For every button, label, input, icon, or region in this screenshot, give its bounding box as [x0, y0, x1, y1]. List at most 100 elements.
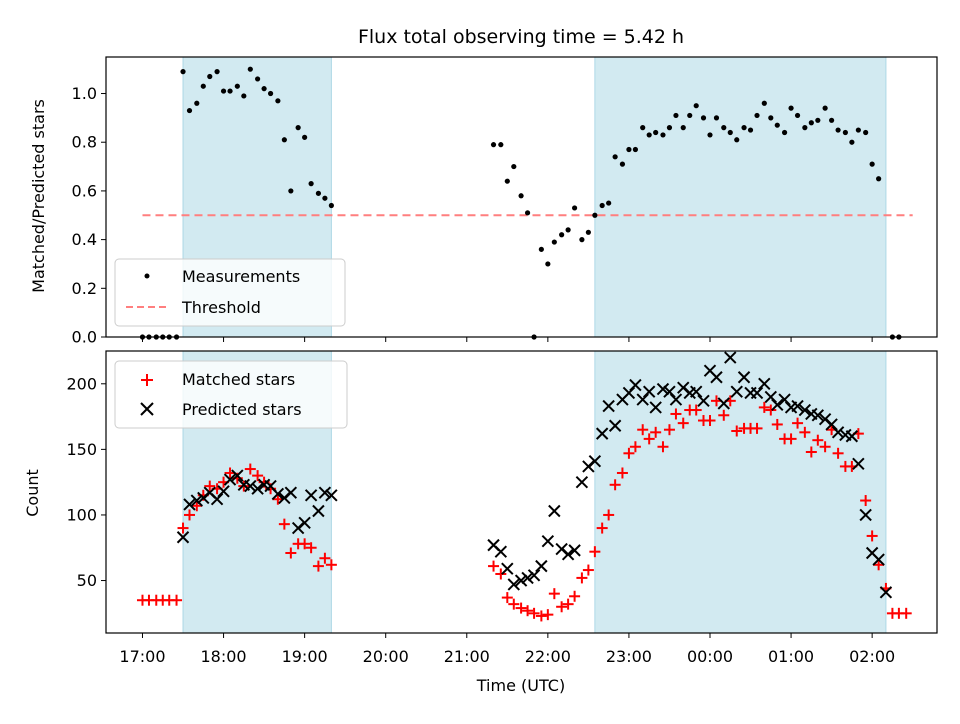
matched-star-point	[616, 467, 628, 479]
predicted-star-point	[879, 586, 893, 599]
predicted-star-point	[758, 377, 771, 390]
ratio-panel-y-ticks: 0.0 0.2 0.4 0.6 0.8 1.0	[72, 84, 106, 347]
predicted-star-point	[669, 393, 683, 406]
matched-star-point	[832, 447, 844, 459]
ratio-legend-box	[114, 258, 346, 327]
predicted-star-point	[811, 409, 825, 422]
count-y-tick-label: 100	[66, 505, 97, 524]
measurement-point	[328, 202, 334, 209]
matched-star-point	[663, 424, 675, 436]
matched-star-point	[528, 607, 540, 619]
predicted-star-point	[831, 426, 845, 439]
matched-star-point	[751, 422, 763, 434]
measurement-point	[247, 66, 253, 72]
predicted-star-point	[872, 553, 885, 566]
measurement-point	[612, 154, 618, 160]
predicted-star-point	[251, 482, 264, 495]
matched-star-point	[650, 426, 662, 438]
matched-star-point	[643, 433, 655, 445]
predicted-star-point	[183, 498, 196, 511]
matched-star-point	[866, 530, 878, 542]
measurement-point	[835, 127, 841, 133]
measurement-point	[572, 205, 578, 211]
predicted-star-point	[312, 504, 325, 518]
matched-star-point	[718, 409, 730, 421]
predicted-star-point	[494, 545, 508, 558]
predicted-star-point	[697, 394, 710, 408]
ratio-y-tick-label: 0.4	[72, 230, 97, 249]
measurement-point	[524, 210, 531, 216]
measurement-point	[267, 90, 274, 97]
measurement-point	[660, 132, 666, 138]
predicted-star-point	[176, 531, 190, 544]
predicted-star-point	[527, 569, 541, 582]
matched-star-point	[771, 418, 783, 430]
predicted-star-point	[514, 574, 528, 587]
measurement-point	[781, 129, 788, 136]
predicted-star-point	[737, 371, 751, 384]
predicted-star-point	[730, 385, 743, 398]
matched-star-point	[799, 426, 811, 438]
legend-measurements-marker	[144, 273, 150, 279]
predicted-star-point	[561, 548, 575, 561]
predicted-star-point	[298, 516, 311, 530]
predicted-star-point	[575, 475, 589, 489]
legend-threshold-label: Threshold	[181, 298, 261, 317]
predicted-star-point	[588, 454, 602, 468]
matched-star-point	[758, 401, 770, 413]
ratio-y-tick-label: 0.2	[72, 279, 97, 298]
measurement-point	[559, 232, 565, 238]
x-tick-label: 23:00	[606, 647, 652, 666]
matched-star-point	[819, 441, 831, 453]
predicted-star-point	[649, 401, 662, 414]
measurement-point	[687, 112, 693, 119]
predicted-star-point	[231, 469, 244, 482]
ratio-panel-shaded-intervals	[182, 56, 887, 338]
measurement-point	[214, 69, 220, 75]
ratio-panel-y-axis-label: Matched/Predicted stars	[29, 99, 48, 293]
matched-star-point	[637, 424, 649, 436]
matched-star-point	[785, 433, 797, 445]
measurement-point	[794, 112, 801, 119]
count-panel-frame	[105, 350, 938, 634]
ratio-y-tick-label: 1.0	[72, 84, 97, 103]
measurement-point	[741, 125, 747, 131]
measurement-point	[653, 129, 659, 136]
x-tick-label: 02:00	[849, 647, 895, 666]
measurement-point	[579, 237, 585, 243]
ratio-panel-legend: Measurements Threshold	[114, 258, 346, 327]
measurement-point	[241, 93, 247, 99]
measurement-point	[822, 105, 828, 111]
matched-star-point	[704, 415, 716, 427]
measurement-point	[606, 200, 612, 206]
matched-star-point	[765, 404, 777, 416]
predicted-star-point	[541, 534, 555, 548]
predicted-star-point	[642, 385, 656, 398]
matched-star-point	[576, 572, 588, 584]
predicted-star-point	[325, 489, 338, 502]
matched-star-point	[495, 568, 507, 580]
matched-star-point	[562, 598, 574, 610]
measurement-point	[863, 129, 869, 136]
legend-matched-marker	[141, 374, 153, 386]
measurement-point	[721, 125, 727, 131]
legend-measurements-label: Measurements	[182, 267, 300, 286]
measurement-point	[713, 115, 720, 121]
legend-predicted-marker	[140, 402, 154, 416]
predicted-star-point	[318, 486, 332, 499]
measurement-point	[207, 73, 213, 80]
matched-star-point	[501, 592, 513, 604]
measurement-point	[626, 146, 632, 153]
measurement-point	[511, 163, 517, 170]
matched-star-point	[596, 522, 608, 534]
matched-star-point	[609, 479, 621, 491]
matched-star-point	[589, 546, 601, 558]
x-axis-label: Time (UTC)	[476, 676, 565, 695]
ratio-y-tick-label: 0.0	[72, 328, 97, 347]
matched-star-point	[548, 588, 560, 600]
predicted-star-point	[217, 485, 230, 498]
measurement-point	[869, 161, 875, 167]
matched-star-point	[690, 404, 702, 416]
matched-star-point	[204, 480, 216, 492]
